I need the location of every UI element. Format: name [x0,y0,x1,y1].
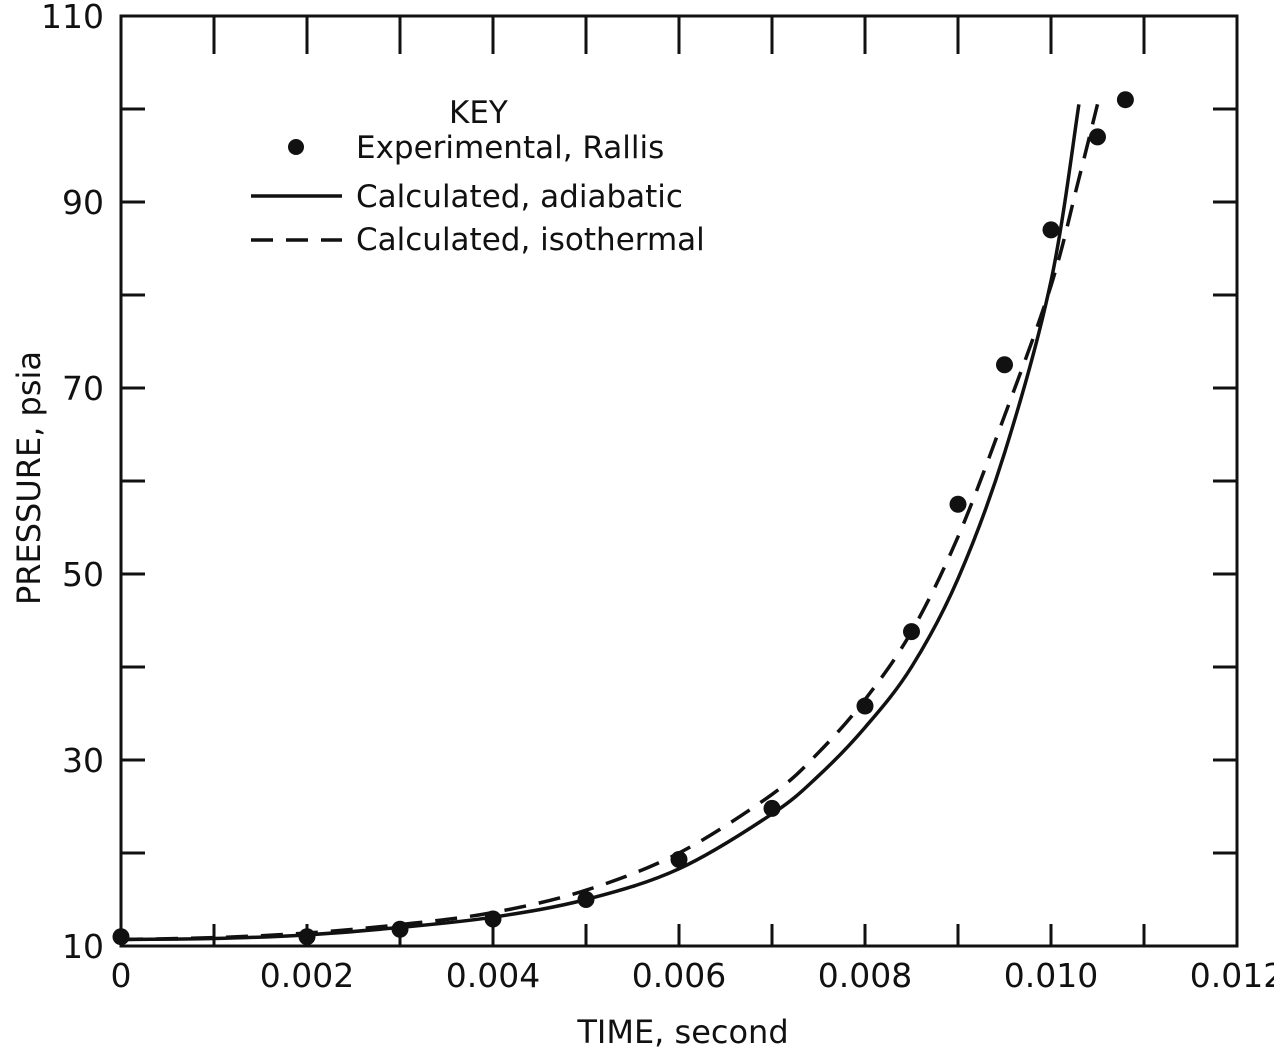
legend-marker-experimental [288,139,304,155]
x-tick-label-3: 0.006 [632,956,726,995]
y-tick-label-4: 90 [62,183,104,222]
x-axis-label: TIME, second [576,1013,788,1051]
axis-ticks [119,14,1239,948]
data-point-0 [112,928,130,946]
x-tick-label-6: 0.012 [1190,956,1274,995]
y-tick-label-1: 30 [62,741,104,780]
y-tick-label-5: 110 [41,0,104,36]
x-tick-label-1: 0.002 [260,956,354,995]
series-line-solid [120,104,1081,942]
series-line-dashed [120,103,1100,942]
y-tick-label-0: 10 [62,927,104,966]
legend: KEY Experimental, Rallis Calculated, adi… [251,95,705,258]
data-point-11 [1042,221,1060,239]
data-point-13 [1116,91,1134,109]
tick-labels: 0 0.002 0.004 0.006 0.008 0.010 0.012 10 30 50 70 9… [41,0,1274,995]
x-tick-label-4: 0.008 [818,956,912,995]
plot-frame [119,14,1239,948]
legend-entry-experimental: Experimental, Rallis [356,130,664,166]
legend-entry-isothermal: Calculated, isothermal [356,222,705,258]
data-point-9 [949,495,967,513]
x-tick-label-5: 0.010 [1004,956,1098,995]
y-tick-label-3: 70 [62,369,104,408]
legend-title: KEY [449,95,508,131]
x-tick-label-2: 0.004 [446,956,540,995]
data-point-7 [856,697,874,715]
data-point-10 [996,356,1013,374]
legend-entry-adiabatic: Calculated, adiabatic [356,179,683,215]
data-point-12 [1089,128,1106,146]
y-tick-label-2: 50 [62,555,104,594]
x-tick-label-0: 0 [111,956,132,995]
y-axis-label: PRESSURE, psia [10,351,48,605]
series-layer [112,91,1134,946]
